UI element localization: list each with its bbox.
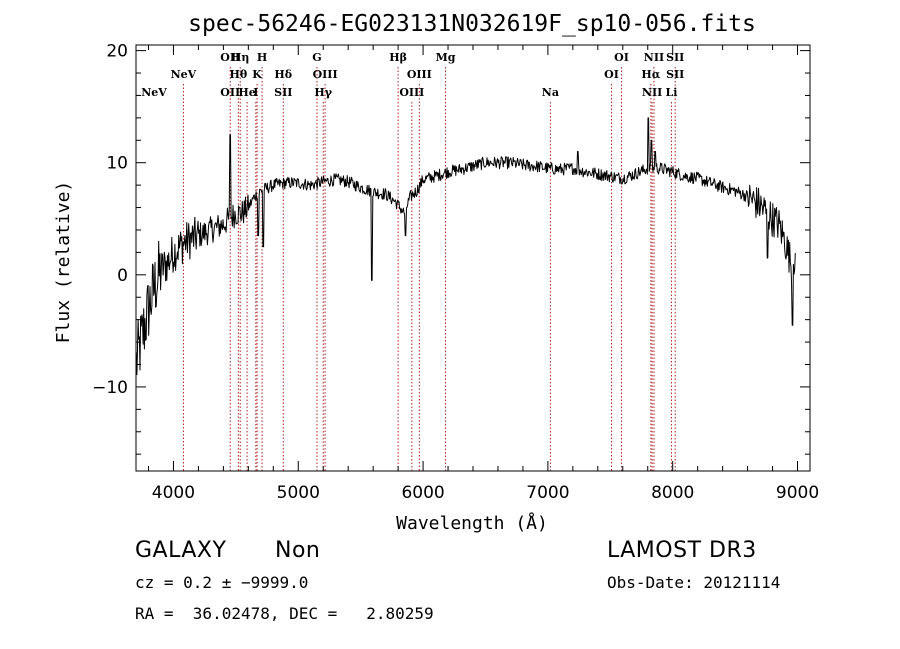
object-subclass: Non bbox=[275, 538, 321, 563]
line-label: NeV bbox=[141, 86, 167, 99]
line-label: He bbox=[238, 86, 255, 99]
line-label: OII bbox=[220, 86, 240, 99]
line-label: I bbox=[253, 86, 258, 99]
x-tick-label: 8000 bbox=[651, 483, 694, 503]
line-label: OIII bbox=[407, 68, 432, 81]
line-label: K bbox=[252, 68, 262, 81]
line-label: OI bbox=[614, 51, 629, 64]
line-label: Li bbox=[665, 86, 677, 99]
line-label: SII bbox=[666, 68, 684, 81]
line-label: Hδ bbox=[274, 68, 292, 81]
line-label: Hα bbox=[641, 68, 660, 81]
line-label: OIII bbox=[313, 68, 338, 81]
line-label: OIII bbox=[399, 86, 424, 99]
plot-frame bbox=[135, 44, 811, 472]
line-label: G bbox=[312, 51, 321, 64]
line-label: SII bbox=[666, 51, 684, 64]
line-label: H bbox=[257, 51, 267, 64]
observation-date: Obs-Date: 20121114 bbox=[607, 573, 781, 592]
x-tick-label: 7000 bbox=[526, 483, 569, 503]
x-tick-label: 9000 bbox=[776, 483, 819, 503]
line-label: Hθ bbox=[229, 68, 247, 81]
emission-line-markers bbox=[182, 67, 676, 471]
y-tick-label: 10 bbox=[106, 154, 128, 174]
line-label: Hγ bbox=[314, 86, 332, 99]
y-axis-label: Flux (relative) bbox=[53, 181, 74, 344]
line-label: OI bbox=[604, 68, 619, 81]
x-tick-label: 5000 bbox=[277, 483, 320, 503]
line-label: OII bbox=[220, 51, 240, 64]
line-label: SII bbox=[274, 86, 292, 99]
line-label: Mg bbox=[436, 51, 456, 64]
coordinates: RA = 36.02478, DEC = 2.80259 bbox=[135, 604, 434, 623]
y-tick-label: −10 bbox=[92, 378, 128, 398]
line-label: NII bbox=[644, 51, 664, 64]
object-class: GALAXY bbox=[135, 538, 227, 563]
x-tick-label: 4000 bbox=[152, 483, 195, 503]
spectrum-line bbox=[135, 117, 796, 376]
y-tick-label: 0 bbox=[117, 266, 128, 286]
y-axis-ticks: −10 0 10 20 bbox=[92, 42, 810, 455]
x-axis-ticks: 4000 5000 6000 7000 8000 9000 bbox=[147, 45, 819, 503]
x-axis-label: Wavelength (Å) bbox=[396, 512, 548, 534]
chart-title: spec-56246-EG023131N032619F_sp10-056.fit… bbox=[188, 11, 756, 37]
line-label: Hη bbox=[231, 51, 249, 64]
y-tick-label: 20 bbox=[106, 42, 128, 62]
line-label: Hβ bbox=[389, 51, 407, 64]
line-label: NII bbox=[642, 86, 662, 99]
survey-name: LAMOST DR3 bbox=[607, 538, 757, 563]
x-tick-label: 6000 bbox=[401, 483, 444, 503]
line-label: Na bbox=[542, 86, 559, 99]
line-label: NeV bbox=[171, 68, 197, 81]
redshift-value: cz = 0.2 ± −9999.0 bbox=[135, 573, 309, 592]
